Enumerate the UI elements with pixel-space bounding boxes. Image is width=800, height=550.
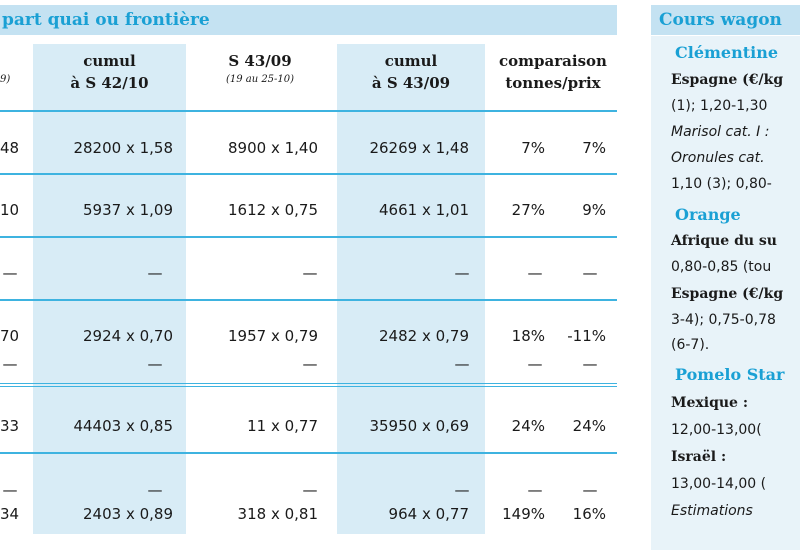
cell-r3-c1: 2924 x 0,70 <box>83 327 173 345</box>
sidebar-line-14: 12,00-13,00( <box>671 422 762 438</box>
cell-r6-p: — <box>582 481 598 499</box>
cell-r7-t: 149% <box>502 505 545 523</box>
cell-r3-c2: 1957 x 0,79 <box>228 327 318 345</box>
cell-r5-t: 24% <box>511 417 545 435</box>
sidebar-line-15: Israël : <box>671 449 727 465</box>
cell-r2-c2: — <box>302 264 318 282</box>
cell-r5-c2: 11 x 0,77 <box>247 417 318 435</box>
sidebar-body <box>651 36 800 550</box>
sidebar-line-1: Espagne (€/kg <box>671 72 784 88</box>
sidebar-line-9: Espagne (€/kg <box>671 286 784 302</box>
cell-r2-t: — <box>527 264 543 282</box>
cell-r4-c3: — <box>454 355 470 373</box>
cell-r1-c0: 10 <box>0 201 20 219</box>
band-cumul-42 <box>33 44 186 534</box>
col0-header: 9) <box>0 74 11 85</box>
cell-r7-c1: 2403 x 0,89 <box>83 505 173 523</box>
cell-r3-c0: 70 <box>0 327 20 345</box>
cell-r6-c0: — <box>2 481 18 499</box>
cell-r2-c3: — <box>454 264 470 282</box>
cell-r7-c3: 964 x 0,77 <box>388 505 469 523</box>
cell-r1-c2: 1612 x 0,75 <box>228 201 318 219</box>
col-s43-header: S 43/09 (19 au 25-10) <box>225 52 295 85</box>
rule-2 <box>0 173 617 175</box>
cell-r6-c2: — <box>302 481 318 499</box>
sidebar-title: Cours wagon <box>659 10 782 30</box>
cell-r0-c0: 48 <box>0 139 20 157</box>
cell-r5-c1: 44403 x 0,85 <box>73 417 173 435</box>
cell-r0-c3: 26269 x 1,48 <box>369 139 469 157</box>
cell-r3-t: 18% <box>511 327 545 345</box>
cell-r4-c1: — <box>147 355 163 373</box>
sidebar-title-bar: Cours wagon <box>651 5 800 35</box>
cell-r5-p: 24% <box>572 417 606 435</box>
cell-r7-c2: 318 x 0,81 <box>237 505 318 523</box>
cell-r7-p: 16% <box>572 505 606 523</box>
cell-r3-c3: 2482 x 0,79 <box>379 327 469 345</box>
cell-r1-t: 27% <box>511 201 545 219</box>
cell-r4-c2: — <box>302 355 318 373</box>
table-title: part quai ou frontière <box>2 10 210 30</box>
cell-r6-t: — <box>527 481 543 499</box>
cell-r5-c0: 33 <box>0 417 20 435</box>
cell-r0-c2: 8900 x 1,40 <box>228 139 318 157</box>
cell-r6-c1: — <box>147 481 163 499</box>
table-title-bar: part quai ou frontière <box>0 5 617 35</box>
cell-r2-c0: — <box>2 264 18 282</box>
cell-r1-c1: 5937 x 1,09 <box>83 201 173 219</box>
sidebar-cours-wagon: Cours wagon Clémentine Espagne (€/kg (1); … <box>651 0 800 550</box>
sidebar-line-3: Marisol cat. I : <box>671 124 770 140</box>
sidebar-line-12: Pomelo Star <box>675 365 785 384</box>
rule-5-double <box>0 383 617 387</box>
rule-4 <box>0 299 617 301</box>
sidebar-line-13: Mexique : <box>671 395 748 411</box>
sidebar-line-6: Orange <box>675 205 741 224</box>
cell-r4-c0: — <box>2 355 18 373</box>
sidebar-line-0: Clémentine <box>675 43 779 62</box>
rule-3 <box>0 236 617 238</box>
cell-r2-p: — <box>582 264 598 282</box>
sidebar-line-7: Afrique du su <box>671 233 777 249</box>
cell-r6-c3: — <box>454 481 470 499</box>
sidebar-line-16: 13,00-14,00 ( <box>671 476 767 492</box>
cell-r2-c1: — <box>147 264 163 282</box>
cell-r1-c3: 4661 x 1,01 <box>379 201 469 219</box>
cell-r0-p: 7% <box>582 139 606 157</box>
rule-6 <box>0 452 617 454</box>
cell-r4-t: — <box>527 355 543 373</box>
sidebar-line-4: Oronules cat. <box>671 150 765 166</box>
sidebar-line-11: (6-7). <box>671 337 710 353</box>
sidebar-line-17: Estimations <box>671 503 753 519</box>
cell-r3-p: -11% <box>567 327 606 345</box>
cell-r5-c3: 35950 x 0,69 <box>369 417 469 435</box>
col-cumul-43-header: cumul à S 43/09 <box>371 52 451 92</box>
cell-r0-c1: 28200 x 1,58 <box>73 139 173 157</box>
sidebar-line-2: (1); 1,20-1,30 <box>671 98 768 114</box>
col-comparaison-header: comparaison tonnes/prix <box>499 52 607 92</box>
market-table: part quai ou frontière 9) cumul à S 42/1… <box>0 5 617 534</box>
cell-r1-p: 9% <box>582 201 606 219</box>
sidebar-line-10: 3-4); 0,75-0,78 <box>671 312 776 328</box>
sidebar-line-8: 0,80-0,85 (tou <box>671 259 772 275</box>
cell-r0-t: 7% <box>521 139 545 157</box>
band-cumul-43 <box>337 44 485 534</box>
col-cumul-42-header: cumul à S 42/10 <box>70 52 149 92</box>
cell-r4-p: — <box>582 355 598 373</box>
sidebar-line-5: 1,10 (3); 0,80- <box>671 176 772 192</box>
rule-1 <box>0 110 617 112</box>
cell-r7-c0: 34 <box>0 505 20 523</box>
